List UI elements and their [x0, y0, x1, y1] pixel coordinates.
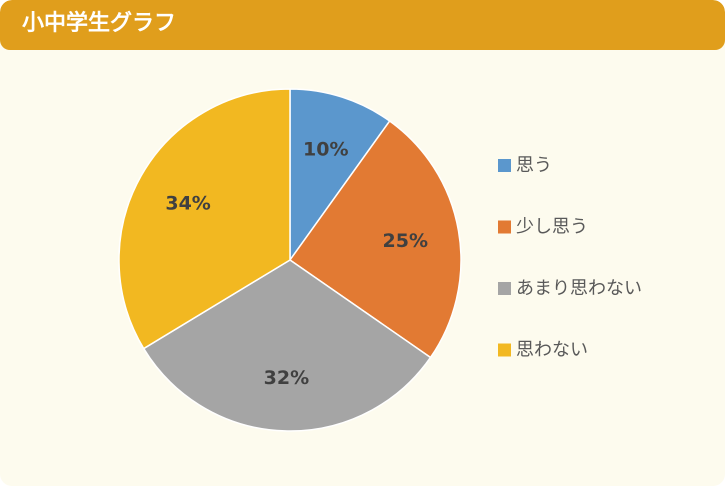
data-label-3: 32% [264, 367, 309, 389]
legend-label-4: 思わない [516, 340, 588, 361]
data-label-2: 25% [383, 230, 428, 252]
header-bar: 小中学生グラフ [0, 0, 725, 50]
pie-slices [118, 88, 462, 432]
page-title: 小中学生グラフ [22, 11, 177, 36]
legend-swatch-1 [498, 159, 511, 172]
pie-slice-4 [118, 88, 291, 350]
pie-data-labels: 10% 25% 32% 34% [165, 139, 428, 389]
legend-swatch-4 [498, 343, 511, 357]
pie-slice-3 [142, 259, 432, 432]
legend-label-1: 思う [516, 155, 552, 176]
data-label-1: 10% [303, 139, 348, 161]
legend-swatch-3 [498, 282, 511, 295]
pie-slice-1 [289, 88, 391, 263]
legend-label-2: 少し思う [516, 217, 588, 238]
legend-label-3: あまり思わない [516, 278, 642, 299]
data-label-4: 34% [165, 193, 210, 215]
pie-slice-2 [288, 119, 462, 359]
legend-swatch-2 [498, 220, 511, 234]
